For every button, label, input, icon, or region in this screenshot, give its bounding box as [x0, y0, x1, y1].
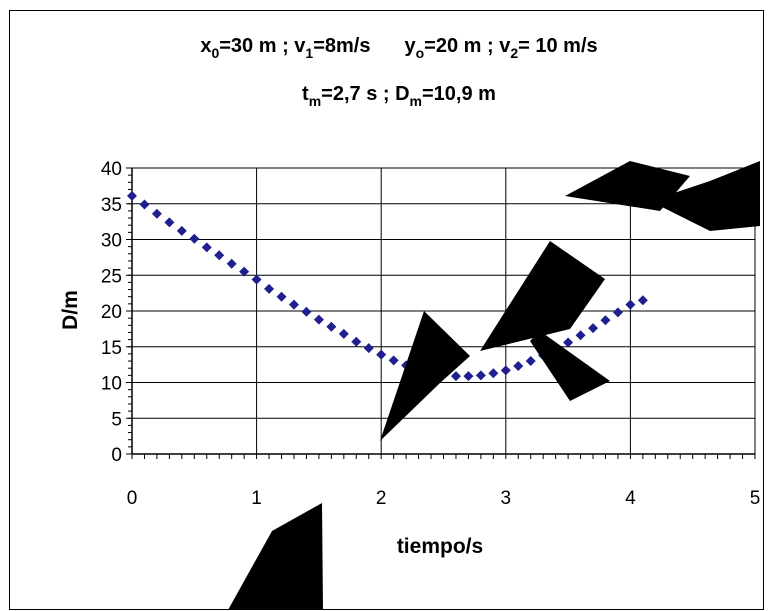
y-tick-label: 0 [111, 445, 122, 466]
data-point [600, 315, 611, 326]
data-point [214, 250, 225, 261]
data-point [151, 208, 162, 219]
y-tick-label: 40 [101, 159, 122, 180]
data-point [450, 371, 461, 382]
data-point [176, 225, 187, 236]
chart-frame: x0=30 m ; v1=8m/s yo=20 m ; v2= 10 m/s tm… [9, 10, 764, 610]
data-point [500, 365, 511, 376]
data-point [338, 328, 349, 339]
x-tick-label: 4 [625, 488, 636, 509]
y-tick-label: 30 [101, 231, 122, 252]
x-tick-label: 5 [750, 488, 761, 509]
data-point [588, 323, 599, 334]
x-tick-label: 3 [501, 488, 512, 509]
data-point [612, 307, 623, 318]
data-point [563, 337, 574, 348]
data-point [313, 314, 324, 325]
y-tick-label: 25 [101, 266, 122, 287]
data-point [575, 330, 586, 341]
watermark [228, 161, 760, 610]
data-point [189, 233, 200, 244]
data-point [525, 356, 536, 367]
data-point [226, 258, 237, 269]
data-point [388, 355, 399, 366]
data-point [164, 217, 175, 228]
y-tick-label: 5 [111, 409, 122, 430]
chart-title-line2: tm=2,7 s ; Dm=10,9 m [302, 83, 496, 109]
data-point [625, 299, 636, 310]
data-point [251, 274, 262, 285]
y-tick-label: 10 [101, 374, 122, 395]
data-point [288, 299, 299, 310]
data-point [488, 368, 499, 379]
chart-title-line1: x0=30 m ; v1=8m/s yo=20 m ; v2= 10 m/s [200, 35, 597, 61]
data-point [513, 361, 524, 372]
data-point [264, 283, 275, 294]
data-point [475, 370, 486, 381]
y-axis-label: D/m [59, 290, 82, 330]
data-point [201, 242, 212, 253]
data-point [139, 199, 150, 210]
data-point [363, 343, 374, 354]
data-point [326, 321, 337, 332]
x-tick-label: 2 [376, 488, 387, 509]
data-point [127, 190, 137, 201]
y-tick-label: 35 [101, 195, 122, 216]
data-point [637, 295, 648, 306]
plot-area: 0 5 10 15 20 25 30 35 40 0 1 2 3 4 5 [101, 159, 760, 509]
x-axis-label: tiempo/s [397, 535, 483, 558]
x-tick-label: 0 [127, 488, 138, 509]
data-point [376, 349, 387, 360]
data-point [276, 291, 287, 302]
data-point [301, 306, 312, 317]
y-tick-label: 15 [101, 338, 122, 359]
data-point [351, 336, 362, 347]
data-point [239, 266, 250, 277]
x-tick-label: 1 [251, 488, 262, 509]
chart-svg: x0=30 m ; v1=8m/s yo=20 m ; v2= 10 m/s tm… [59, 35, 760, 610]
y-tick-label: 20 [101, 302, 122, 323]
data-point [463, 371, 474, 382]
